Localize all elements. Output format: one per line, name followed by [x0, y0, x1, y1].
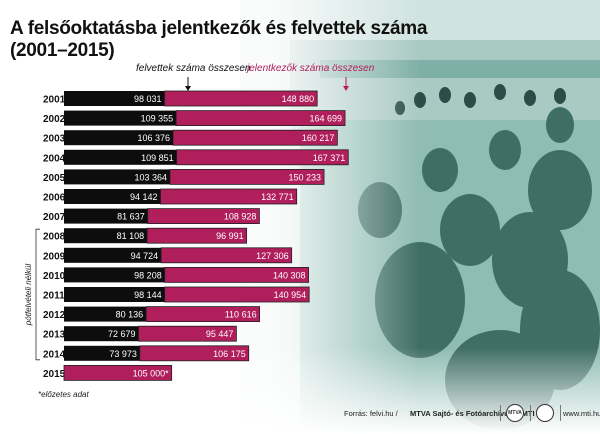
value-label-admitted: 109 355	[141, 114, 174, 124]
year-label: 2007	[43, 212, 66, 223]
bracket-line	[35, 228, 40, 361]
bar-applicants	[147, 208, 260, 225]
value-label-applicants: 110 616	[225, 310, 257, 320]
footer-divider	[530, 405, 531, 421]
value-label-applicants: 140 308	[273, 270, 306, 280]
value-label-applicants: 148 880	[282, 94, 315, 104]
bar-applicants	[160, 247, 293, 264]
website-link[interactable]: www.mti.hu	[563, 409, 600, 418]
bar-admitted	[64, 91, 165, 106]
bar-admitted	[64, 110, 177, 126]
value-label-applicants: 150 233	[289, 172, 322, 182]
value-label-admitted: 94 724	[131, 251, 159, 261]
year-label: 2010	[43, 271, 66, 282]
bar-applicants	[164, 286, 310, 303]
footer-divider	[500, 405, 501, 421]
year-label: 2002	[43, 114, 66, 125]
value-label-admitted: 98 208	[134, 270, 162, 280]
value-label-admitted: 94 142	[130, 192, 158, 202]
mti-logo-icon	[536, 404, 554, 422]
value-label-applicants: 167 371	[313, 153, 346, 163]
bar-admitted	[64, 130, 174, 146]
value-label-applicants: 106 175	[213, 349, 246, 359]
bar-applicants	[176, 149, 349, 166]
bar-applicants	[169, 168, 325, 185]
bar-applicants	[164, 90, 318, 107]
year-label: 2014	[43, 349, 66, 360]
bar-admitted	[64, 169, 170, 185]
year-label: 2013	[43, 330, 66, 341]
bar-applicants	[160, 188, 298, 205]
value-label-applicants: 164 699	[309, 114, 342, 124]
legend-arrowhead-applicants	[343, 86, 349, 91]
bar-applicants	[139, 345, 250, 362]
value-label-applicants: 160 217	[302, 133, 335, 143]
value-label-applicants: 140 954	[274, 290, 307, 300]
source-text: Forrás: felvi.hu /	[344, 409, 398, 418]
bar-applicants	[146, 227, 248, 244]
value-label-applicants: 127 306	[256, 251, 289, 261]
preliminary-note: *előzetes adat	[38, 390, 89, 399]
value-label-admitted: 98 144	[134, 290, 162, 300]
value-label-applicants: 95 447	[206, 329, 234, 339]
value-label-admitted: 73 973	[109, 349, 137, 359]
year-label: 2001	[43, 95, 66, 106]
value-label-applicants: 96 991	[216, 231, 244, 241]
bar-admitted	[64, 189, 161, 204]
year-label: 2012	[43, 310, 66, 321]
value-label-applicants: 105 000*	[133, 368, 170, 378]
value-label-admitted: 72 679	[108, 329, 136, 339]
chart-title: A felsőoktatásba jelentkezők és felvette…	[10, 18, 428, 39]
bar-applicants	[164, 266, 309, 283]
year-label: 2008	[43, 232, 66, 243]
value-label-applicants: 108 928	[224, 212, 257, 222]
bar-applicants	[145, 306, 261, 323]
legend-admitted: felvettek száma összesen	[136, 63, 251, 74]
bar-admitted	[64, 267, 165, 283]
bar-admitted	[64, 345, 140, 361]
value-label-admitted: 80 136	[116, 310, 144, 320]
agency-text: MTVA Sajtó- és Fotóarchívum / MTI	[410, 409, 535, 418]
year-label: 2006	[43, 193, 66, 204]
bar-applicants	[175, 110, 346, 126]
bar-admitted	[64, 287, 165, 302]
value-label-admitted: 98 031	[134, 94, 162, 104]
year-label: 2005	[43, 173, 66, 184]
value-label-admitted: 81 637	[117, 212, 145, 222]
value-label-admitted: 103 364	[134, 172, 167, 182]
bar-applicants	[172, 129, 338, 146]
year-label: 2011	[43, 291, 65, 302]
bar-applicants	[63, 364, 173, 381]
bar-applicants	[138, 325, 237, 342]
value-label-admitted: 109 851	[141, 153, 174, 163]
footer-divider	[560, 405, 561, 421]
mtva-logo-icon: MTVA	[506, 404, 524, 422]
value-label-admitted: 106 376	[138, 133, 171, 143]
year-label: 2015	[43, 369, 66, 380]
bar-admitted	[64, 306, 147, 322]
legend-applicants: jelentkezők száma összesen	[247, 63, 375, 74]
legend-arrowhead-admitted	[185, 86, 191, 91]
year-label: 2003	[43, 134, 66, 145]
bar-admitted	[64, 247, 162, 263]
bar-admitted	[64, 149, 177, 165]
bracket-label: pótfelvételi nélkül	[24, 264, 33, 327]
bar-admitted	[64, 208, 148, 224]
bar-admitted	[64, 326, 139, 342]
year-label: 2009	[43, 251, 66, 262]
bar-admitted	[64, 228, 148, 244]
value-label-applicants: 132 771	[261, 192, 294, 202]
year-label: 2004	[43, 153, 66, 164]
chart-subtitle: (2001–2015)	[10, 40, 115, 61]
value-label-admitted: 81 108	[117, 231, 145, 241]
